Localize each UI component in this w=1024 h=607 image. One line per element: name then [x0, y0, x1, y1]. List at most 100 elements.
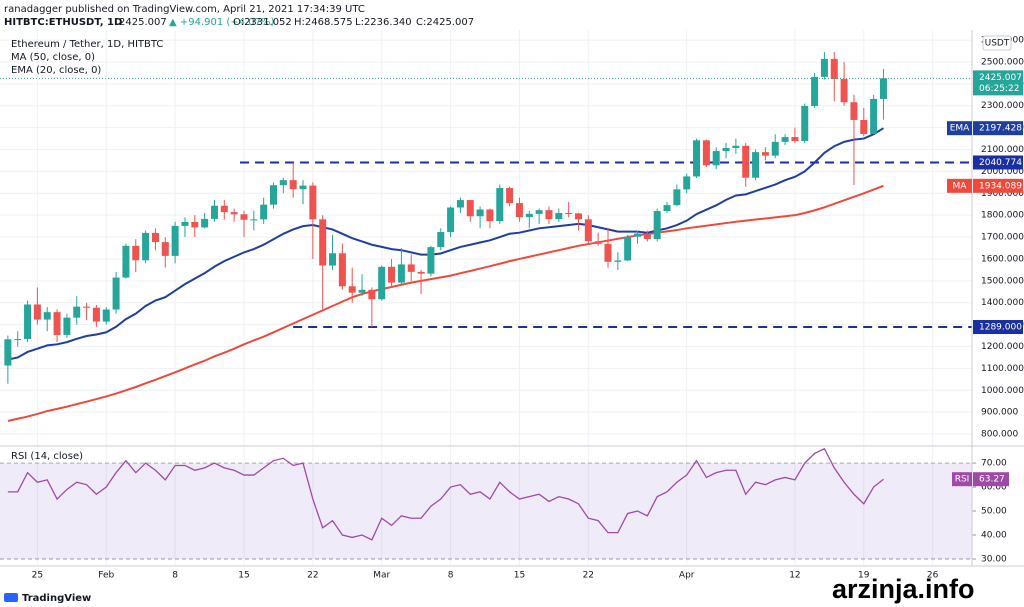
y-tick-label: 1000.000 — [981, 386, 1024, 396]
candle-body — [348, 286, 356, 293]
y-tick-label: 1100.000 — [981, 364, 1024, 374]
x-tick-label: 19 — [858, 571, 870, 581]
candle-body — [191, 221, 199, 228]
y-tick-label: 2000.000 — [981, 167, 1024, 177]
stat-high: H:2468.575 — [294, 17, 353, 28]
candle-body — [466, 200, 474, 217]
x-tick-label: 8 — [172, 571, 178, 581]
y-tick-label: 1400.000 — [981, 298, 1024, 308]
series-tag-box — [973, 178, 1023, 193]
y-tick-label: 1500.000 — [981, 276, 1024, 286]
x-tick-label: Feb — [98, 571, 114, 581]
candle-body — [220, 205, 228, 213]
candle-body — [752, 152, 760, 178]
unit-box — [982, 35, 1012, 51]
candle-body — [486, 209, 494, 222]
candle-body — [14, 339, 22, 341]
candle-body — [338, 253, 346, 287]
series-tag-name: EMA — [950, 124, 970, 134]
x-tick-label: 15 — [514, 571, 525, 581]
candle-body — [319, 219, 327, 266]
candle-body — [210, 205, 218, 219]
series-tag-name-box — [947, 178, 972, 193]
candle-body — [201, 218, 209, 228]
change: ▲ +94.901 (+4.07%) — [169, 17, 274, 28]
rsi-tick-label: 30.00 — [981, 555, 1007, 565]
candle-body — [388, 266, 396, 283]
x-tick-label: Apr — [679, 571, 695, 581]
candle-body — [73, 306, 81, 318]
candle-body — [33, 304, 41, 320]
candle-body — [171, 225, 179, 256]
candle-body — [161, 242, 169, 256]
overlay: 25 Feb 8 15 22 Mar 8 15 22 Apr 12 19 26 800.000 900.00… — [0, 30, 1024, 581]
candle-body — [712, 151, 720, 166]
candle-body — [151, 232, 159, 243]
last-price: 2425.007 — [119, 17, 167, 28]
y-tick-label: 2100.000 — [981, 145, 1024, 155]
candle-body — [269, 185, 277, 205]
candle-body — [860, 119, 868, 134]
candle-body — [368, 289, 376, 300]
price-tag — [973, 70, 1023, 96]
candle-body — [801, 105, 809, 141]
candle-body — [653, 211, 661, 240]
candle-body — [584, 219, 592, 242]
series-tag-name: MA — [953, 181, 968, 191]
candle-body — [260, 204, 268, 220]
watermark: arzinja.info — [832, 574, 975, 604]
rsi-tag-name: RSI — [955, 475, 970, 485]
candle-body — [574, 213, 582, 220]
candle-body — [604, 243, 612, 262]
candle-body — [565, 212, 573, 214]
candle-body — [722, 147, 730, 152]
candle-body — [407, 264, 415, 272]
candle-body — [230, 212, 238, 215]
candle-body — [112, 277, 120, 310]
indicator-line — [7, 127, 884, 361]
candle-body — [289, 180, 297, 190]
candle-body — [24, 304, 32, 340]
level-tag — [973, 155, 1023, 170]
level-tag — [973, 320, 1023, 335]
candle-body — [870, 98, 878, 134]
y-tick-label: 800.000 — [981, 430, 1018, 440]
candle-body — [329, 253, 337, 266]
y-tick-label: 1600.000 — [981, 254, 1024, 264]
candle-body — [594, 241, 602, 244]
series-tag-value: 2197.428 — [979, 124, 1022, 134]
unit: USDT — [985, 39, 1010, 49]
x-tick-label: Mar — [373, 571, 390, 581]
candle-body — [417, 271, 425, 274]
x-tick-label: 15 — [238, 571, 249, 581]
plot-area — [0, 30, 972, 565]
y-tick-label: 1200.000 — [981, 342, 1024, 352]
candle-body — [820, 58, 828, 77]
x-tick-label: 26 — [927, 571, 939, 581]
y-tick-label: 1900.000 — [981, 189, 1024, 199]
candle-body — [535, 210, 543, 214]
candle-body — [240, 214, 248, 220]
candle-body — [545, 210, 553, 220]
rsi-line — [7, 447, 884, 541]
candle-body — [309, 185, 317, 220]
candle-body — [102, 309, 110, 322]
candle-body — [427, 247, 435, 274]
candle-body — [181, 221, 189, 226]
rsi-tag-box — [973, 472, 1009, 487]
series-tag-box — [973, 121, 1023, 136]
y-tick-label: 1800.000 — [981, 211, 1024, 221]
legend-ema: EMA (20, close, 0) — [11, 65, 101, 76]
candle-body — [122, 245, 130, 278]
candle-body — [624, 236, 632, 261]
candle-body — [397, 264, 405, 283]
price-tag-value: 2425.007 — [979, 73, 1022, 83]
candle-body — [142, 232, 150, 261]
x-tick-label: 25 — [32, 571, 43, 581]
y-tick-label: 900.000 — [981, 408, 1018, 418]
candle-body — [643, 233, 651, 240]
candle-body — [673, 189, 681, 206]
legend-ma: MA (50, close, 0) — [11, 52, 95, 63]
published-line: ranadagger published on TradingView.com,… — [4, 4, 365, 15]
